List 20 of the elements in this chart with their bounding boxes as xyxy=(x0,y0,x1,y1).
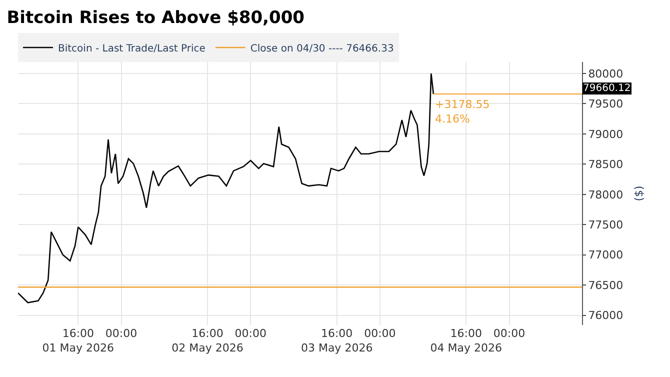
x-tick-label: 00:00 xyxy=(234,327,266,340)
y-tick-label: 76500 xyxy=(588,278,624,292)
y-axis-title: ($) xyxy=(632,186,646,202)
y-tick-label: 79000 xyxy=(588,128,624,141)
x-tick-label: 00:00 xyxy=(364,327,396,340)
x-tick-label: 00:00 xyxy=(105,327,138,340)
y-tick-label: 76000 xyxy=(588,309,624,322)
y-tick-label: 78500 xyxy=(588,158,624,172)
chart-title: Bitcoin Rises to Above $80,000 xyxy=(6,8,305,28)
y-tick-label: 78000 xyxy=(588,188,624,202)
legend-label: Bitcoin - Last Trade/Last Price xyxy=(58,43,206,54)
y-tick-label: 80000 xyxy=(588,67,624,80)
legend-label: Close on 04/30 ---- 76466.33 xyxy=(250,43,394,54)
y-tick-label: 77500 xyxy=(588,218,624,232)
x-tick-label: 00:00 xyxy=(493,327,526,340)
y-tick-label: 77000 xyxy=(588,248,624,262)
annotation: +3178.55 4.16% xyxy=(435,98,490,126)
y-tick-label: 79500 xyxy=(588,98,624,111)
line-series xyxy=(18,72,434,304)
ref-line-label: 79660.12 xyxy=(583,83,631,94)
